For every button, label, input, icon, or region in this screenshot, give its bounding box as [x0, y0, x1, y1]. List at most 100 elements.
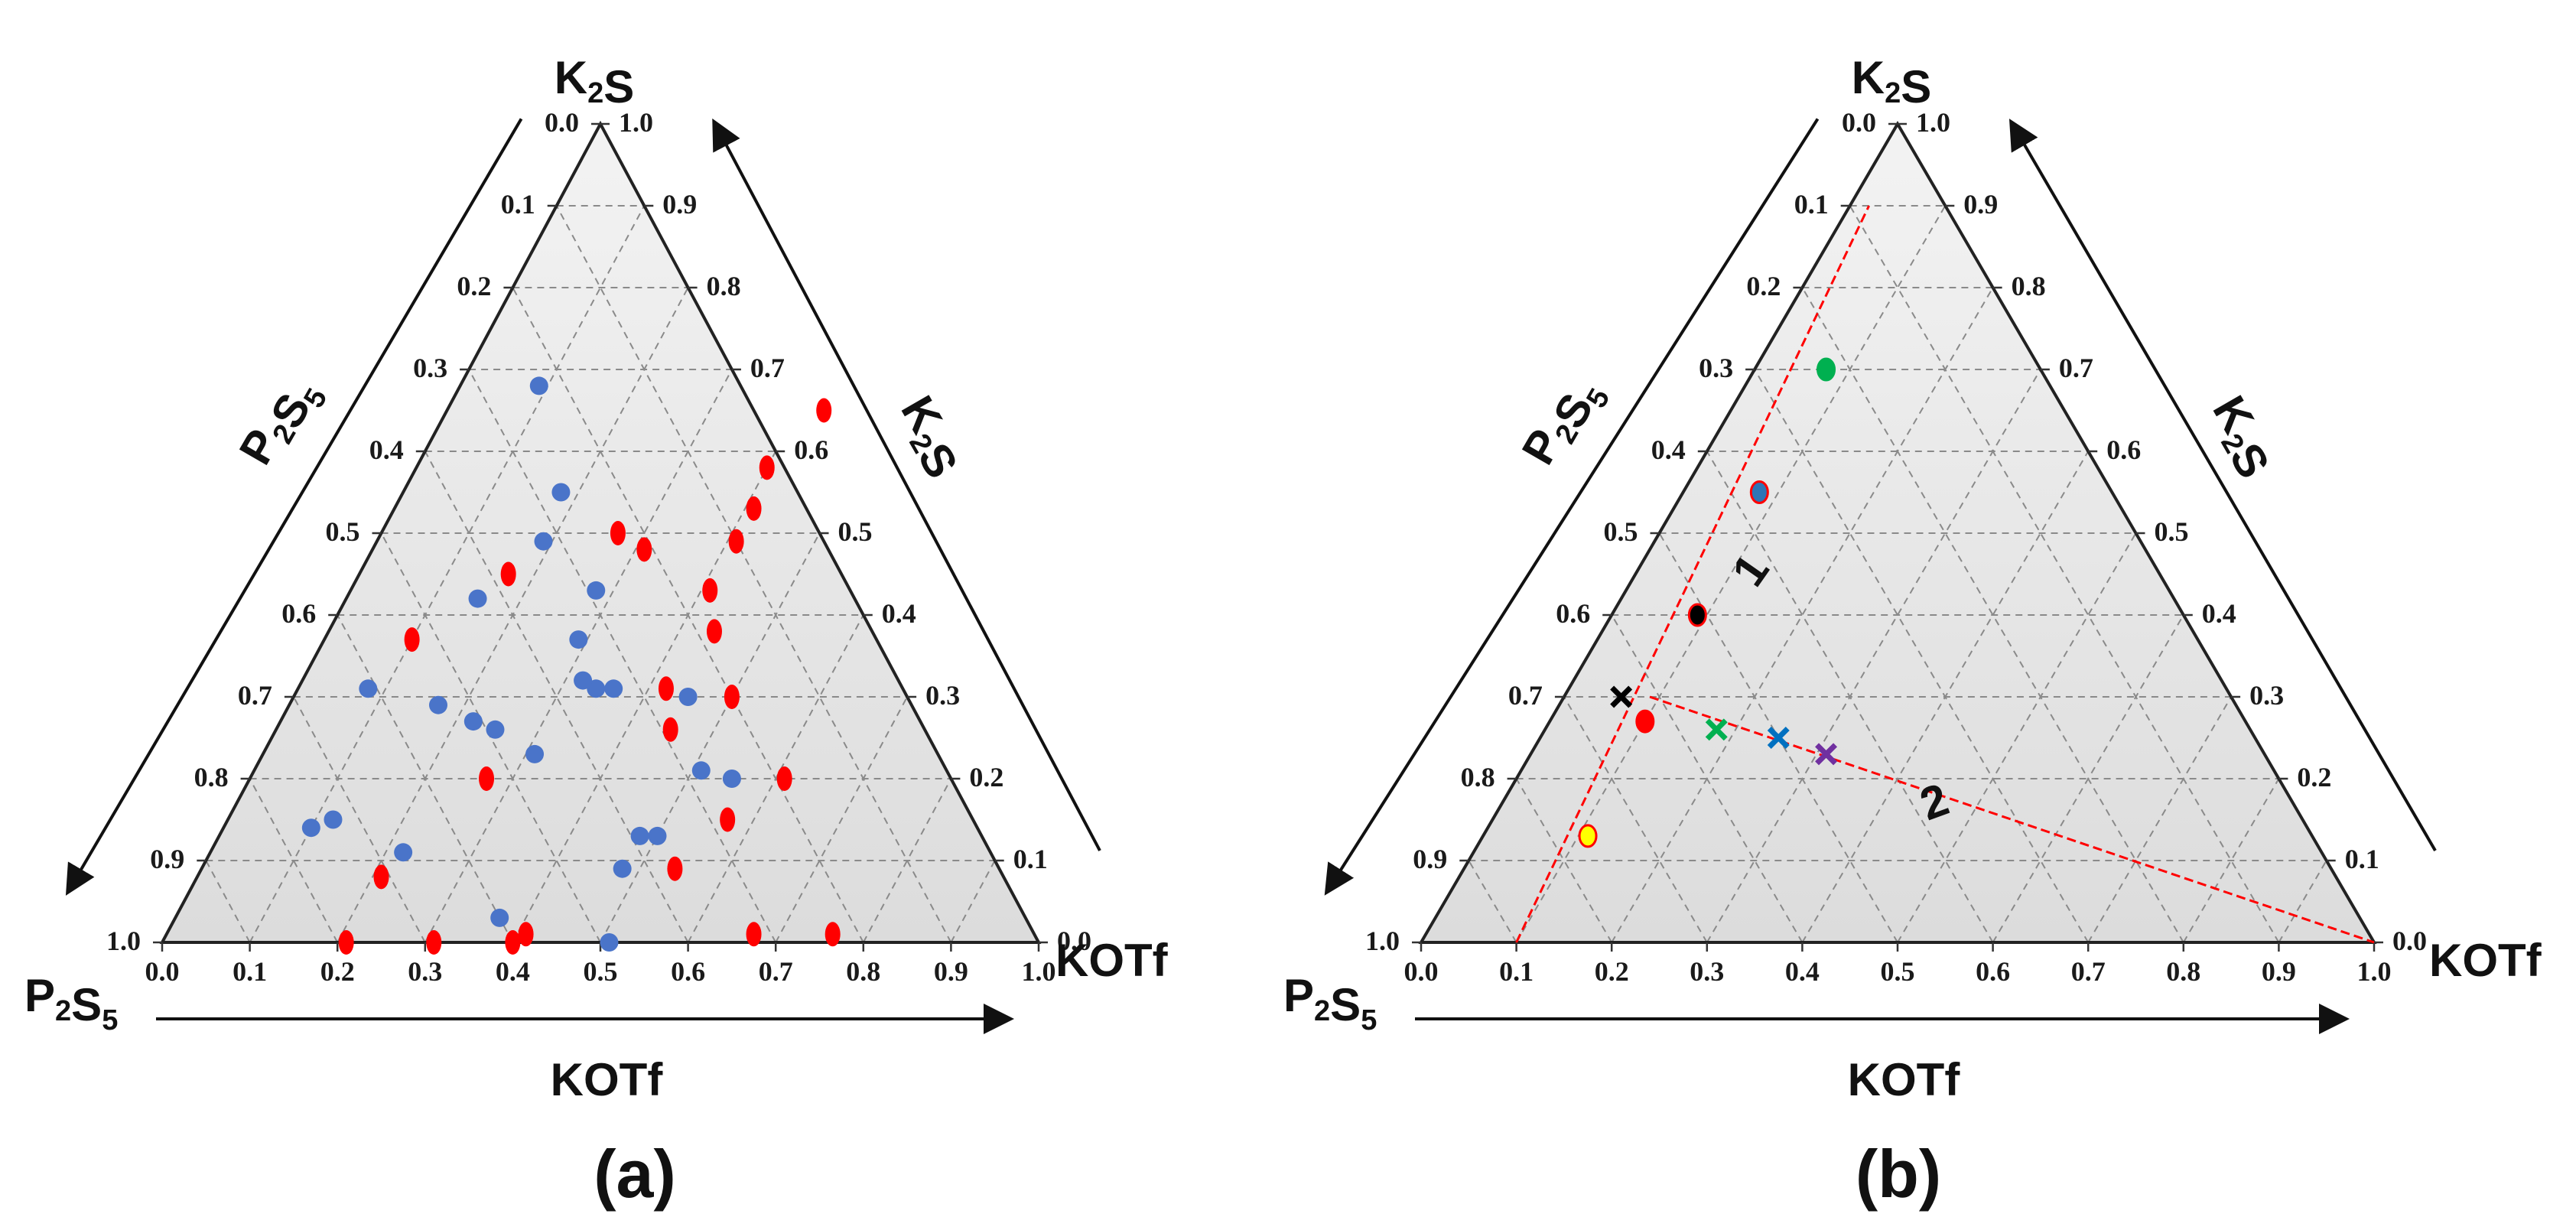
right-tick-label: 0.8 — [707, 271, 741, 301]
right-axis-arrow — [712, 118, 1101, 851]
ternary-panel-b: 0.0 0.1 0.2 0.3 0.4 0.5 0.6 0.7 0.8 0.9 1.00.00.10… — [1283, 52, 2542, 1212]
left-tick-label: 0.4 — [369, 434, 404, 465]
data-point-blue — [525, 744, 545, 763]
bottom-tick-label: 0.6 — [1976, 956, 2010, 987]
bottom-tick-label: 0.5 — [1881, 956, 1915, 987]
corner-label-left: P2S5 — [24, 970, 118, 1036]
right-tick-label: 1.0 — [1916, 107, 1950, 138]
bottom-tick-label: 0.3 — [1690, 956, 1724, 987]
data-point-blue — [324, 810, 343, 829]
gridline — [862, 778, 952, 943]
bottom-tick-label: 0.2 — [1595, 956, 1629, 987]
gridline — [2278, 860, 2327, 943]
right-tick-label: 0.1 — [2345, 844, 2379, 874]
data-point-red — [404, 627, 420, 652]
data-point-blue — [468, 589, 487, 608]
data-point-blue — [722, 770, 741, 788]
right-axis-arrow — [2008, 119, 2437, 852]
gridline — [950, 860, 996, 943]
gridline — [1611, 614, 1804, 943]
data-point-red — [759, 455, 775, 480]
cross-stroke — [1815, 743, 1838, 766]
data-point-red — [373, 864, 389, 890]
data-point-blue — [428, 695, 447, 714]
data-point-cross — [1610, 685, 1633, 708]
bottom-tick-label: 0.0 — [1404, 956, 1439, 987]
gridline — [337, 614, 514, 943]
bottom-tick-label: 0.2 — [320, 956, 355, 987]
left-tick-label: 0.0 — [545, 107, 579, 138]
right-tick-label: 0.0 — [1057, 926, 1091, 956]
left-tick-label: 0.1 — [501, 189, 535, 220]
data-point-blue — [490, 908, 509, 927]
right-tick-label: 0.4 — [2202, 598, 2236, 629]
data-point-red — [702, 578, 718, 603]
plot-area — [162, 124, 1039, 942]
data-point-blue — [678, 688, 698, 706]
bottom-tick-label: 1.0 — [2357, 956, 2392, 987]
gridline — [1706, 451, 1994, 943]
data-point-blue — [600, 933, 619, 952]
gridline — [424, 369, 733, 943]
data-point-red — [816, 398, 832, 423]
right-tick-label: 0.5 — [838, 516, 873, 547]
ternary-panel-a: 0.0 0.1 0.2 0.3 0.4 0.5 0.6 0.7 0.8 0.9 1.00.00.10… — [24, 52, 1169, 1212]
gridline — [1801, 451, 2090, 943]
data-point-blue — [359, 679, 378, 698]
bottom-tick-label: 0.8 — [2166, 956, 2200, 987]
bottom-tick-label: 0.4 — [496, 956, 530, 987]
data-point-red — [338, 930, 354, 955]
data-point-blue — [604, 679, 623, 698]
left-axis-arrow — [1324, 118, 1820, 896]
bottom-axis-title: KOTf — [551, 1054, 664, 1105]
data-point-red — [746, 922, 762, 947]
data-point-blue — [574, 671, 593, 690]
left-tick-label: 0.3 — [1699, 353, 1733, 383]
bottom-tick-label: 0.1 — [1499, 956, 1534, 987]
gridline — [1706, 369, 2041, 943]
cross-stroke — [1705, 718, 1728, 741]
corner-label-top: K2S — [555, 52, 635, 112]
gridline — [1515, 205, 1947, 943]
data-point-blue — [301, 818, 320, 838]
left-tick-label: 0.9 — [150, 844, 184, 874]
left-tick-label: 0.6 — [1556, 598, 1590, 629]
data-point-red — [426, 930, 442, 955]
cross-stroke — [1610, 685, 1633, 708]
bottom-tick-label: 1.0 — [1022, 956, 1056, 987]
right-tick-label: 0.6 — [794, 434, 828, 465]
gridline — [600, 532, 821, 943]
data-point-cross — [1815, 743, 1838, 766]
bottom-tick-label: 0.9 — [2262, 956, 2296, 987]
bottom-tick-label: 0.7 — [759, 956, 793, 987]
right-tick-label: 0.0 — [2392, 926, 2427, 956]
right-tick-label: 0.8 — [2012, 271, 2046, 301]
bottom-tick-label: 0.9 — [934, 956, 968, 987]
data-point-red — [728, 529, 744, 554]
data-point-blue — [691, 761, 711, 780]
data-point-red — [667, 856, 683, 881]
data-point-red — [479, 766, 495, 791]
right-tick-label: 0.7 — [2059, 353, 2093, 383]
bottom-tick-label: 0.1 — [233, 956, 267, 987]
gridline — [293, 696, 426, 943]
gridline — [249, 205, 646, 943]
gridline — [380, 532, 601, 943]
data-point-red — [825, 922, 841, 947]
left-tick-label: 0.9 — [1413, 844, 1447, 874]
data-point-circle — [1578, 824, 1598, 848]
gridline — [1897, 532, 2137, 943]
panel-label: (a) — [594, 1136, 676, 1212]
data-point-blue — [551, 483, 571, 502]
gridline — [1849, 205, 2280, 943]
gridline — [1611, 287, 1994, 943]
right-tick-label: 0.2 — [969, 762, 1003, 792]
corner-label-right: KOTf — [2429, 935, 2542, 986]
data-point-circle — [1749, 480, 1769, 504]
data-point-blue — [394, 843, 413, 862]
bottom-tick-label: 0.5 — [584, 956, 618, 987]
data-point-circle — [1635, 709, 1655, 734]
left-tick-label: 0.4 — [1651, 434, 1686, 465]
right-tick-label: 0.1 — [1013, 844, 1048, 874]
right-tick-label: 0.9 — [1963, 189, 1998, 220]
